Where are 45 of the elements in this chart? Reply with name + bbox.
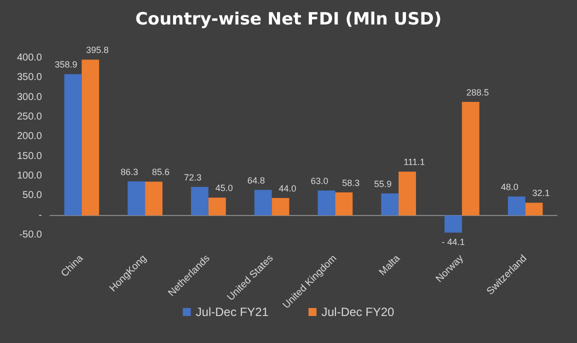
y-tick-label: 100.0	[16, 170, 42, 182]
data-label: 288.5	[466, 87, 489, 98]
data-label: 64.8	[247, 175, 265, 186]
bar	[145, 182, 162, 216]
data-label: 86.3	[120, 166, 138, 177]
bar	[82, 60, 100, 216]
bar	[444, 215, 462, 233]
bar	[318, 190, 336, 216]
data-label: 72.3	[184, 172, 202, 182]
bar	[254, 190, 272, 216]
bar	[525, 202, 543, 216]
y-tick-label: 150.0	[16, 150, 42, 162]
data-label: 48.0	[500, 182, 518, 192]
y-tick-label: 50.0	[22, 190, 42, 202]
y-tick-label: 300.0	[16, 92, 42, 103]
y-tick-label: 250.0	[16, 112, 42, 122]
bar	[381, 193, 399, 216]
data-label: 44.0	[278, 184, 296, 194]
legend-label: Jul-Dec FY21	[196, 305, 269, 319]
y-tick-label: 200.0	[16, 131, 42, 142]
bar	[398, 172, 416, 216]
y-tick-label: -50.0	[19, 230, 42, 240]
bar	[208, 198, 226, 216]
bar	[64, 74, 82, 216]
y-tick-label: 350.0	[16, 72, 42, 84]
bar	[335, 192, 353, 216]
y-tick-label: 400.0	[16, 52, 42, 64]
legend-label: Jul-Dec FY20	[322, 305, 395, 319]
y-tick-label: -	[38, 210, 42, 221]
data-label: - 44.1	[442, 237, 465, 248]
data-label: 395.8	[86, 45, 109, 56]
bar	[508, 196, 526, 216]
bar	[128, 181, 146, 216]
bar	[272, 198, 290, 216]
data-label: 58.3	[342, 178, 360, 188]
data-label: 32.1	[532, 188, 550, 198]
bar	[462, 102, 480, 216]
data-label: 85.6	[152, 167, 170, 178]
data-label: 55.9	[374, 178, 392, 189]
chart-title: Country-wise Net FDI (Mln USD)	[135, 10, 442, 30]
data-label: 358.9	[54, 60, 78, 70]
data-label: 63.0	[310, 176, 328, 186]
data-label: 111.1	[404, 157, 425, 168]
data-label: 45.0	[215, 183, 233, 194]
bar	[191, 186, 208, 216]
